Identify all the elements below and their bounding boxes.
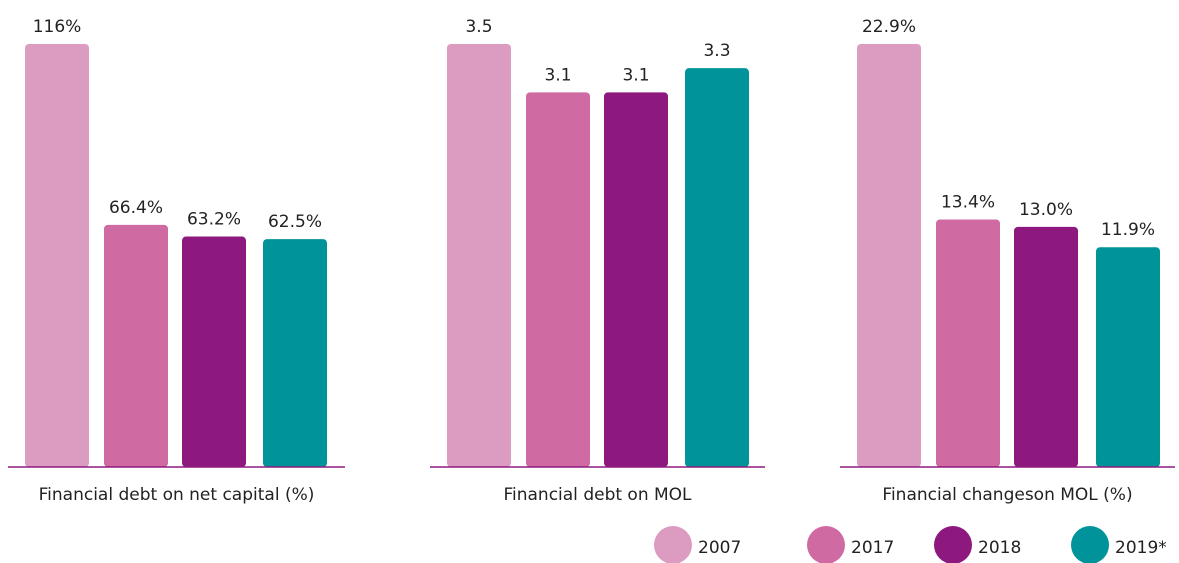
legend-label: 2017 bbox=[851, 538, 894, 558]
x-axis-label: Financial debt on net capital (%) bbox=[39, 485, 315, 505]
bar bbox=[1014, 226, 1078, 467]
bar bbox=[857, 44, 921, 467]
bar bbox=[1096, 247, 1160, 467]
value-label: 62.5% bbox=[268, 212, 322, 232]
value-label: 22.9% bbox=[862, 17, 916, 37]
bar bbox=[263, 239, 327, 467]
value-label: 66.4% bbox=[109, 198, 163, 218]
bar bbox=[526, 92, 590, 467]
legend-label: 2019* bbox=[1115, 538, 1167, 558]
bar bbox=[685, 68, 749, 468]
legend-swatch bbox=[654, 526, 692, 563]
legend-swatch bbox=[1071, 526, 1109, 563]
value-label: 3.1 bbox=[622, 65, 649, 85]
x-axis-label: Financial changeson MOL (%) bbox=[882, 485, 1132, 505]
legend-swatch bbox=[807, 526, 845, 563]
value-label: 116% bbox=[33, 17, 82, 37]
x-axis-label: Financial debt on MOL bbox=[503, 485, 692, 505]
value-label: 11.9% bbox=[1101, 220, 1155, 240]
bar bbox=[182, 236, 246, 467]
bar bbox=[447, 44, 511, 467]
value-label: 63.2% bbox=[187, 210, 241, 230]
value-label: 13.0% bbox=[1019, 200, 1073, 220]
bar bbox=[104, 224, 168, 467]
legend-label: 2018 bbox=[978, 538, 1021, 558]
value-label: 3.1 bbox=[544, 65, 571, 85]
value-label: 3.5 bbox=[465, 17, 492, 37]
bar bbox=[936, 219, 1000, 467]
value-label: 3.3 bbox=[703, 41, 730, 61]
bar bbox=[25, 44, 89, 467]
value-label: 13.4% bbox=[941, 192, 995, 212]
bar bbox=[604, 92, 668, 467]
legend-swatch bbox=[934, 526, 972, 563]
legend-label: 2007 bbox=[698, 538, 741, 558]
